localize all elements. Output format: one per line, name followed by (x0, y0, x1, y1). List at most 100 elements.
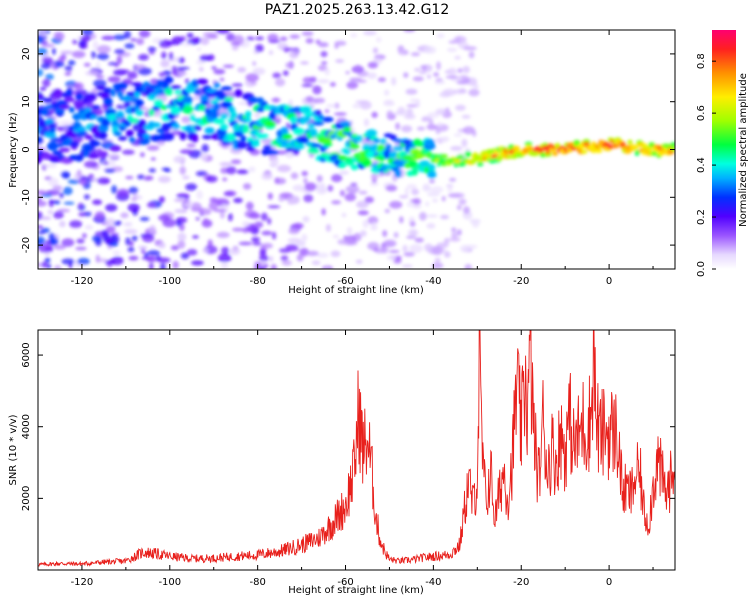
heatmap-cell (281, 133, 293, 140)
heatmap-cell (267, 192, 273, 200)
heatmap-cell (248, 166, 256, 173)
heatmap-cell (278, 196, 285, 202)
heatmap-cell (168, 52, 174, 61)
heatmap-cell (311, 260, 321, 266)
heatmap-cell (127, 246, 135, 253)
heatmap-cell (158, 72, 166, 77)
heatmap-cell (192, 235, 199, 239)
heatmap-cell (137, 174, 145, 180)
heatmap-cell (162, 132, 175, 141)
heatmap-cell (39, 86, 47, 91)
heatmap-cell (211, 66, 217, 70)
heatmap-cell (106, 154, 120, 158)
heatmap-cell (147, 250, 160, 256)
heatmap-cell (440, 154, 448, 159)
heatmap-cell (444, 251, 451, 258)
snr-x-tick-label: -80 (249, 577, 265, 588)
heatmap-cell (229, 247, 241, 255)
heatmap-cell (397, 106, 406, 115)
heatmap-cell (440, 214, 449, 220)
heatmap-cell (231, 83, 244, 87)
heatmap-cell (209, 109, 219, 119)
heatmap-cell (434, 257, 441, 263)
heatmap-cell (41, 44, 55, 48)
heatmap-cell (150, 157, 156, 161)
heatmap-cell (185, 78, 190, 85)
heatmap-cell (337, 239, 348, 245)
heatmap-cell (403, 30, 416, 33)
heatmap-cell (104, 168, 116, 173)
heatmap-cell (429, 179, 435, 184)
heatmap-cell (385, 184, 398, 192)
heatmap-cell (426, 214, 439, 218)
heatmap-cell (91, 140, 101, 147)
spectrogram-x-tick-label: -120 (71, 276, 94, 287)
heatmap-cell (275, 115, 282, 119)
heatmap-cell (398, 49, 410, 56)
heatmap-cell (148, 262, 154, 269)
heatmap-cell (191, 134, 199, 143)
heatmap-cell (98, 151, 109, 158)
heatmap-cell (456, 80, 469, 85)
heatmap-cell (101, 35, 115, 41)
heatmap-cell (128, 186, 139, 194)
heatmap-cell (114, 49, 125, 55)
heatmap-cell (83, 62, 91, 67)
heatmap-cell (339, 170, 349, 175)
spectrogram-x-tick-label: -80 (249, 276, 265, 287)
spectrogram-x-ticks: -120 -100 -80 -60 -40 -20 0 (37, 30, 654, 287)
heatmap-cell (101, 117, 111, 127)
heatmap-cell (221, 246, 230, 255)
heatmap-cell (279, 36, 288, 42)
heatmap-cell (300, 61, 309, 65)
heatmap-cell (158, 175, 171, 183)
heatmap-cell (68, 60, 76, 66)
snr-y-tick-label: 6000 (21, 342, 32, 367)
heatmap-cell (372, 47, 379, 54)
heatmap-cell (421, 118, 430, 122)
heatmap-cell (275, 78, 286, 87)
heatmap-cell (301, 233, 308, 242)
heatmap-cell (282, 47, 296, 51)
heatmap-cell (352, 103, 362, 109)
heatmap-cell (105, 203, 118, 212)
heatmap-cell (233, 197, 243, 204)
heatmap-cell (335, 59, 344, 63)
heatmap-cell (146, 145, 160, 151)
heatmap-cell (436, 61, 441, 71)
heatmap-cell (79, 178, 88, 186)
heatmap-cell (464, 264, 472, 269)
colorbar-tick-label: 0.0 (696, 261, 707, 277)
heatmap-cell (386, 110, 394, 118)
heatmap-cell (111, 185, 117, 194)
spectrogram-y-tick-label: 20 (21, 48, 32, 61)
heatmap-cell (386, 255, 397, 261)
heatmap-cell (78, 212, 86, 217)
heatmap-cell (51, 47, 57, 55)
heatmap-cell (440, 136, 450, 142)
heatmap-cell (38, 236, 46, 245)
heatmap-cell (121, 149, 135, 155)
heatmap-cell (289, 116, 299, 124)
heatmap-cell (322, 116, 334, 123)
heatmap-cell (123, 222, 133, 227)
heatmap-cell (79, 176, 91, 180)
heatmap-cell (49, 126, 56, 134)
snr-x-tick-label: -100 (158, 577, 181, 588)
heatmap-cell (401, 154, 414, 161)
heatmap-cell (245, 116, 252, 123)
heatmap-cell (152, 122, 161, 128)
heatmap-cell (281, 260, 292, 266)
spectrogram-y-ticks: 20 10 0 -10 -20 (21, 48, 675, 253)
heatmap-cell (38, 47, 48, 56)
heatmap-cell (452, 192, 465, 199)
heatmap-cell (137, 128, 147, 134)
heatmap-cell (174, 90, 182, 95)
heatmap-cell (457, 154, 464, 159)
heatmap-cell (134, 91, 141, 98)
heatmap-cell (130, 38, 138, 42)
heatmap-cell (321, 208, 326, 216)
heatmap-cell (333, 112, 347, 116)
heatmap-cell (256, 133, 269, 140)
heatmap-cell (126, 115, 133, 121)
